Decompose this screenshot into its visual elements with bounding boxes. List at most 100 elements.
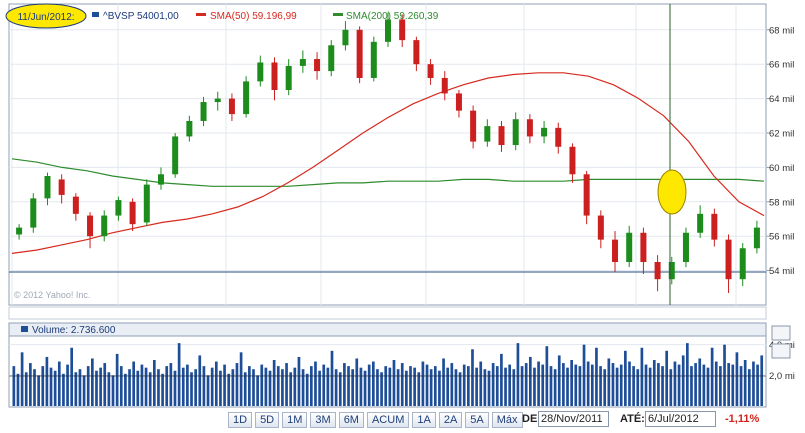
- candle: [739, 243, 746, 287]
- volume-bar: [380, 372, 383, 406]
- volume-bar: [157, 369, 160, 406]
- candle: [342, 21, 349, 51]
- volume-bar: [338, 372, 342, 406]
- candle-body: [413, 40, 420, 65]
- volume-bar: [706, 367, 710, 406]
- volume-bar: [694, 363, 697, 406]
- volume-bar: [611, 363, 615, 406]
- volume-bar: [210, 367, 214, 406]
- volume-bar: [227, 373, 231, 406]
- candle-body: [356, 29, 363, 78]
- volume-bar: [140, 364, 144, 406]
- volume-bar: [723, 344, 726, 406]
- volume-bar: [359, 367, 363, 406]
- candle-body: [314, 59, 321, 72]
- volume-bar: [528, 356, 532, 406]
- volume-bar: [318, 370, 321, 406]
- candle-body: [640, 232, 647, 262]
- candle: [72, 193, 79, 221]
- y-tick-label: 54 mil: [769, 266, 794, 277]
- volume-swatch: [21, 326, 28, 332]
- volume-bar: [124, 373, 127, 406]
- volume-bar: [698, 358, 702, 406]
- volume-bar: [252, 369, 255, 406]
- volume-bar: [144, 367, 148, 406]
- candle-body: [470, 110, 477, 142]
- range-button-5a[interactable]: 5A: [465, 412, 489, 428]
- to-date-input[interactable]: [645, 411, 716, 427]
- volume-bar: [322, 364, 326, 406]
- volume-bar: [74, 372, 78, 406]
- y-tick-label: 64 mil: [769, 94, 794, 105]
- range-button-máx[interactable]: Máx: [491, 412, 523, 428]
- zoom-in-button[interactable]: [771, 325, 791, 341]
- volume-bar: [553, 369, 557, 406]
- candle: [271, 57, 278, 101]
- candle-body: [597, 215, 604, 240]
- volume-header: [8, 322, 767, 337]
- volume-bar: [524, 363, 528, 406]
- volume-bars: [12, 343, 764, 406]
- range-button-3m[interactable]: 3M: [310, 412, 336, 428]
- candle-body: [285, 65, 292, 90]
- volume-bar: [508, 364, 512, 406]
- volume-bar: [281, 369, 284, 406]
- volume-bar: [421, 361, 425, 406]
- candle: [87, 212, 94, 249]
- volume-bar: [690, 366, 693, 406]
- candle: [413, 36, 420, 72]
- volume-bar: [446, 367, 450, 406]
- volume-panel: [8, 335, 767, 408]
- volume-bar: [161, 373, 164, 406]
- volume-bar: [99, 367, 102, 406]
- candle-body: [682, 232, 689, 262]
- candle: [157, 167, 164, 190]
- candle-body: [157, 174, 164, 185]
- candle-body: [725, 239, 732, 280]
- candle-body: [569, 146, 576, 175]
- volume-bar: [442, 358, 445, 406]
- range-button-2a[interactable]: 2A: [438, 412, 463, 428]
- volume-bar: [652, 360, 656, 406]
- volume-bar: [57, 361, 61, 406]
- volume-bar: [219, 370, 222, 406]
- to-label: ATÉ:: [620, 413, 645, 425]
- volume-bar: [710, 347, 714, 406]
- candle-body: [186, 120, 193, 137]
- volume-bar: [260, 364, 264, 406]
- volume-bar: [33, 369, 36, 406]
- candle: [129, 198, 136, 232]
- timeline-strip[interactable]: [8, 306, 767, 320]
- volume-bar: [566, 367, 569, 406]
- candle-body: [370, 41, 377, 78]
- candle-body: [299, 59, 306, 66]
- candle: [612, 231, 619, 273]
- candle-body: [172, 136, 179, 175]
- volume-bar: [95, 370, 98, 406]
- candle: [597, 210, 604, 249]
- range-button-1d[interactable]: 1D: [228, 412, 253, 428]
- candle: [753, 220, 760, 254]
- candle: [711, 208, 718, 247]
- range-button-1m[interactable]: 1M: [282, 412, 308, 428]
- range-button-6m[interactable]: 6M: [338, 412, 364, 428]
- volume-bar: [454, 369, 458, 406]
- candle-body: [328, 45, 335, 72]
- volume-bar: [248, 366, 251, 406]
- y-tick-label: 68 mil: [769, 25, 794, 36]
- volume-bar: [351, 369, 354, 406]
- range-button-acum[interactable]: ACUM: [366, 412, 410, 428]
- from-date-input[interactable]: [538, 411, 609, 427]
- volume-bar: [628, 361, 631, 406]
- date-badge-text: 11/Jun/2012:: [17, 12, 74, 23]
- range-button-1a[interactable]: 1A: [412, 412, 436, 428]
- volume-bar: [500, 353, 503, 406]
- zoom-out-button[interactable]: [771, 343, 791, 359]
- volume-bar: [148, 372, 152, 406]
- volume-bar: [491, 363, 495, 406]
- y-axis-ticks: 68 mil 66 mil 64 mil 62 mil 60 mil 58 mil 56 m…: [766, 25, 794, 277]
- from-label: DE:: [522, 413, 541, 425]
- range-button-5d[interactable]: 5D: [255, 412, 280, 428]
- candle: [285, 59, 292, 96]
- volume-bar: [231, 369, 235, 406]
